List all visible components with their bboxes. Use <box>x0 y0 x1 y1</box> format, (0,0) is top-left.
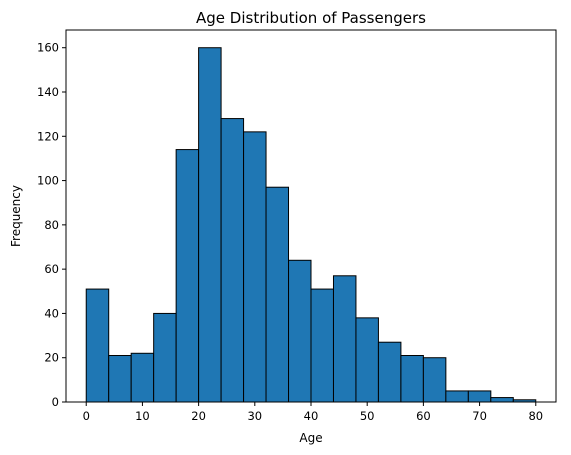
x-axis-label: Age <box>299 431 322 445</box>
y-axis-label: Frequency <box>9 185 23 247</box>
histogram-bar <box>288 259 312 403</box>
histogram-bar <box>400 355 424 403</box>
histogram-bar <box>265 186 290 403</box>
histogram-bar <box>153 312 177 403</box>
histogram-bar <box>175 149 200 403</box>
histogram-bar <box>310 288 334 403</box>
y-tick-label: 20 <box>44 351 59 365</box>
y-tick-label: 0 <box>52 395 59 409</box>
histogram-bar <box>332 275 357 403</box>
y-tick-label: 120 <box>37 129 59 143</box>
histogram-bar <box>85 288 110 403</box>
x-axis-ticks: 0 10 20 30 40 50 60 70 80 <box>83 402 543 423</box>
x-tick-label: 30 <box>247 409 262 423</box>
x-tick-label: 20 <box>191 409 206 423</box>
x-tick-label: 60 <box>416 409 431 423</box>
bars-group <box>85 47 537 403</box>
histogram-bar <box>220 118 245 403</box>
histogram-bar <box>243 131 267 403</box>
histogram-bar <box>377 341 402 403</box>
histogram-bar <box>490 397 514 403</box>
histogram-bar <box>355 317 379 403</box>
y-tick-label: 80 <box>44 218 59 232</box>
y-tick-label: 160 <box>37 41 59 55</box>
histogram-bar <box>467 390 492 403</box>
histogram-bar <box>198 47 222 403</box>
y-tick-label: 100 <box>37 174 59 188</box>
histogram-bar <box>108 355 132 403</box>
x-tick-label: 0 <box>83 409 90 423</box>
chart-title: Age Distribution of Passengers <box>196 9 426 27</box>
histogram-bar <box>130 352 155 403</box>
histogram-bar <box>445 390 469 403</box>
x-tick-label: 50 <box>360 409 375 423</box>
x-tick-label: 40 <box>304 409 319 423</box>
y-tick-label: 140 <box>37 85 59 99</box>
x-tick-label: 80 <box>528 409 543 423</box>
y-axis-ticks: 0 20 40 60 80 100 120 140 160 <box>37 41 66 409</box>
x-tick-label: 10 <box>135 409 150 423</box>
histogram-bar <box>422 357 447 403</box>
x-tick-label: 70 <box>472 409 487 423</box>
y-tick-label: 60 <box>44 262 59 276</box>
plot-frame <box>65 29 557 403</box>
y-tick-label: 40 <box>44 306 59 320</box>
